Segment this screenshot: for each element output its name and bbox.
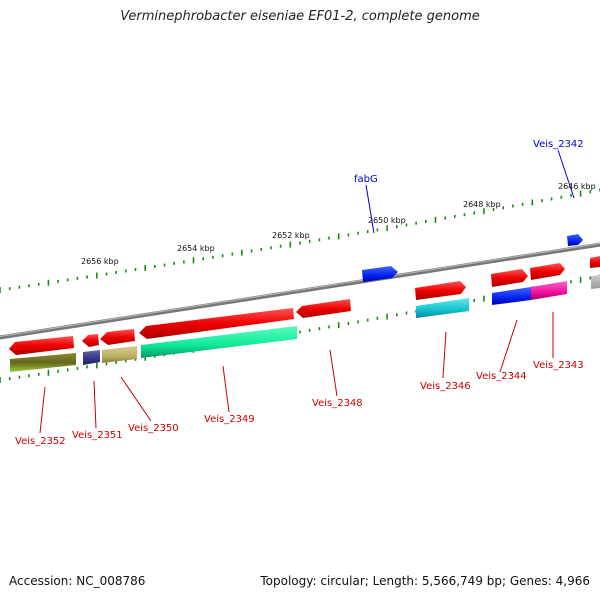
leader-fabg	[365, 184, 375, 234]
ruler-label-2650: 2650 kbp	[368, 216, 406, 225]
leader-veis-2349	[222, 365, 230, 413]
leader-veis-2346	[442, 331, 447, 379]
leader-veis-2351	[93, 380, 97, 429]
genome-backbone-highlight	[0, 243, 600, 337]
gene-veis-2352-cog[interactable]	[10, 353, 76, 372]
ruler-label-2656: 2656 kbp	[81, 257, 119, 266]
gene-label-veis-2344[interactable]: Veis_2344	[476, 371, 527, 382]
gene-edge-forward[interactable]	[590, 256, 600, 268]
gene-veis-2350-reverse[interactable]	[100, 329, 135, 345]
gene-veis-2343-forward[interactable]	[530, 263, 565, 280]
gene-veis-2342[interactable]	[567, 234, 583, 246]
accession-text: Accession: NC_008786	[9, 574, 146, 588]
gene-label-veis-2342[interactable]: Veis_2342	[533, 139, 584, 150]
leader-veis-2348	[329, 349, 338, 397]
leader-veis-2344	[499, 319, 518, 373]
gene-label-veis-2349[interactable]: Veis_2349	[204, 414, 255, 425]
genome-backbone	[0, 242, 600, 340]
leader-veis-2350	[120, 376, 152, 422]
gene-veis-2352-reverse[interactable]	[9, 336, 74, 355]
gene-veis-2351-cog[interactable]	[83, 350, 100, 365]
ruler-label-2648: 2648 kbp	[463, 200, 501, 209]
gene-label-veis-2348[interactable]: Veis_2348	[312, 398, 363, 409]
gene-label-veis-2352[interactable]: Veis_2352	[15, 436, 66, 447]
gene-label-veis-2350[interactable]: Veis_2350	[128, 423, 179, 434]
label-leader-lines	[39, 149, 575, 434]
gene-label-veis-2343[interactable]: Veis_2343	[533, 360, 584, 371]
gene-veis-2343-cog[interactable]	[531, 281, 567, 300]
gene-veis-2351-reverse[interactable]	[82, 334, 99, 347]
gene-label-veis-2346[interactable]: Veis_2346	[420, 381, 471, 392]
gene-veis-2349-cog[interactable]	[141, 326, 297, 358]
ruler-label-2646: 2646 kbp	[558, 182, 596, 191]
gene-veis-2344-cog[interactable]	[492, 287, 531, 305]
gene-veis-2344-forward[interactable]	[491, 269, 528, 287]
gene-veis-2346-forward[interactable]	[415, 281, 466, 300]
gene-veis-2349-reverse[interactable]	[139, 308, 294, 339]
leader-veis-2352	[39, 386, 46, 434]
gene-veis-2348-reverse[interactable]	[296, 299, 351, 318]
ruler-label-2654: 2654 kbp	[177, 244, 215, 253]
gene-label-fabg[interactable]: fabG	[354, 174, 378, 185]
gene-fabg[interactable]	[362, 266, 398, 282]
genome-summary-text: Topology: circular; Length: 5,566,749 bp…	[260, 574, 590, 588]
gene-edge-cog[interactable]	[591, 275, 600, 289]
outer-ruler	[0, 188, 600, 293]
gene-label-veis-2351[interactable]: Veis_2351	[72, 430, 123, 441]
leader-veis-2342	[557, 149, 575, 199]
gene-veis-2350-cog[interactable]	[102, 346, 137, 363]
gene-veis-2346-cog[interactable]	[416, 298, 469, 318]
map-title: Verminephrobacter eiseniae EF01-2, compl…	[120, 9, 480, 24]
ruler-label-2652: 2652 kbp	[272, 231, 310, 240]
